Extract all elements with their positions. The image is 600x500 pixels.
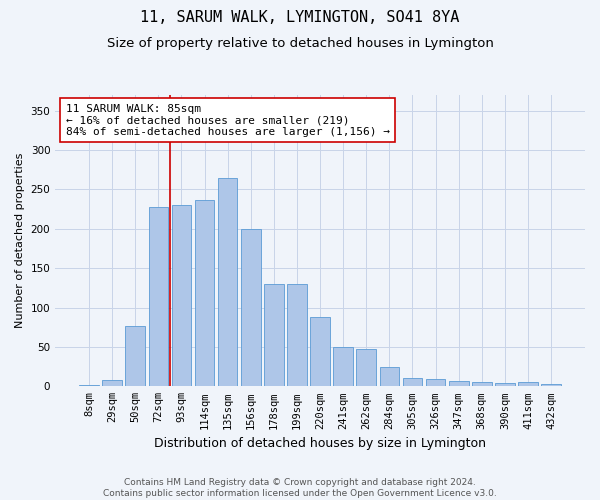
- Bar: [79, 384, 99, 386]
- Bar: [541, 384, 561, 386]
- Text: Contains HM Land Registry data © Crown copyright and database right 2024.
Contai: Contains HM Land Registry data © Crown c…: [103, 478, 497, 498]
- Bar: [472, 382, 491, 386]
- Y-axis label: Number of detached properties: Number of detached properties: [15, 153, 25, 328]
- Bar: [356, 350, 376, 387]
- Bar: [264, 284, 284, 386]
- Bar: [172, 205, 191, 386]
- Bar: [310, 317, 330, 386]
- Bar: [241, 229, 260, 386]
- Text: 11, SARUM WALK, LYMINGTON, SO41 8YA: 11, SARUM WALK, LYMINGTON, SO41 8YA: [140, 10, 460, 25]
- Bar: [518, 382, 538, 386]
- Bar: [287, 284, 307, 386]
- Bar: [125, 326, 145, 386]
- Bar: [495, 383, 515, 386]
- Bar: [195, 200, 214, 386]
- Bar: [380, 366, 399, 386]
- X-axis label: Distribution of detached houses by size in Lymington: Distribution of detached houses by size …: [154, 437, 486, 450]
- Text: 11 SARUM WALK: 85sqm
← 16% of detached houses are smaller (219)
84% of semi-deta: 11 SARUM WALK: 85sqm ← 16% of detached h…: [66, 104, 390, 137]
- Bar: [149, 207, 168, 386]
- Bar: [334, 347, 353, 387]
- Bar: [103, 380, 122, 386]
- Bar: [218, 178, 238, 386]
- Bar: [403, 378, 422, 386]
- Bar: [426, 379, 445, 386]
- Text: Size of property relative to detached houses in Lymington: Size of property relative to detached ho…: [107, 38, 493, 51]
- Bar: [449, 381, 469, 386]
